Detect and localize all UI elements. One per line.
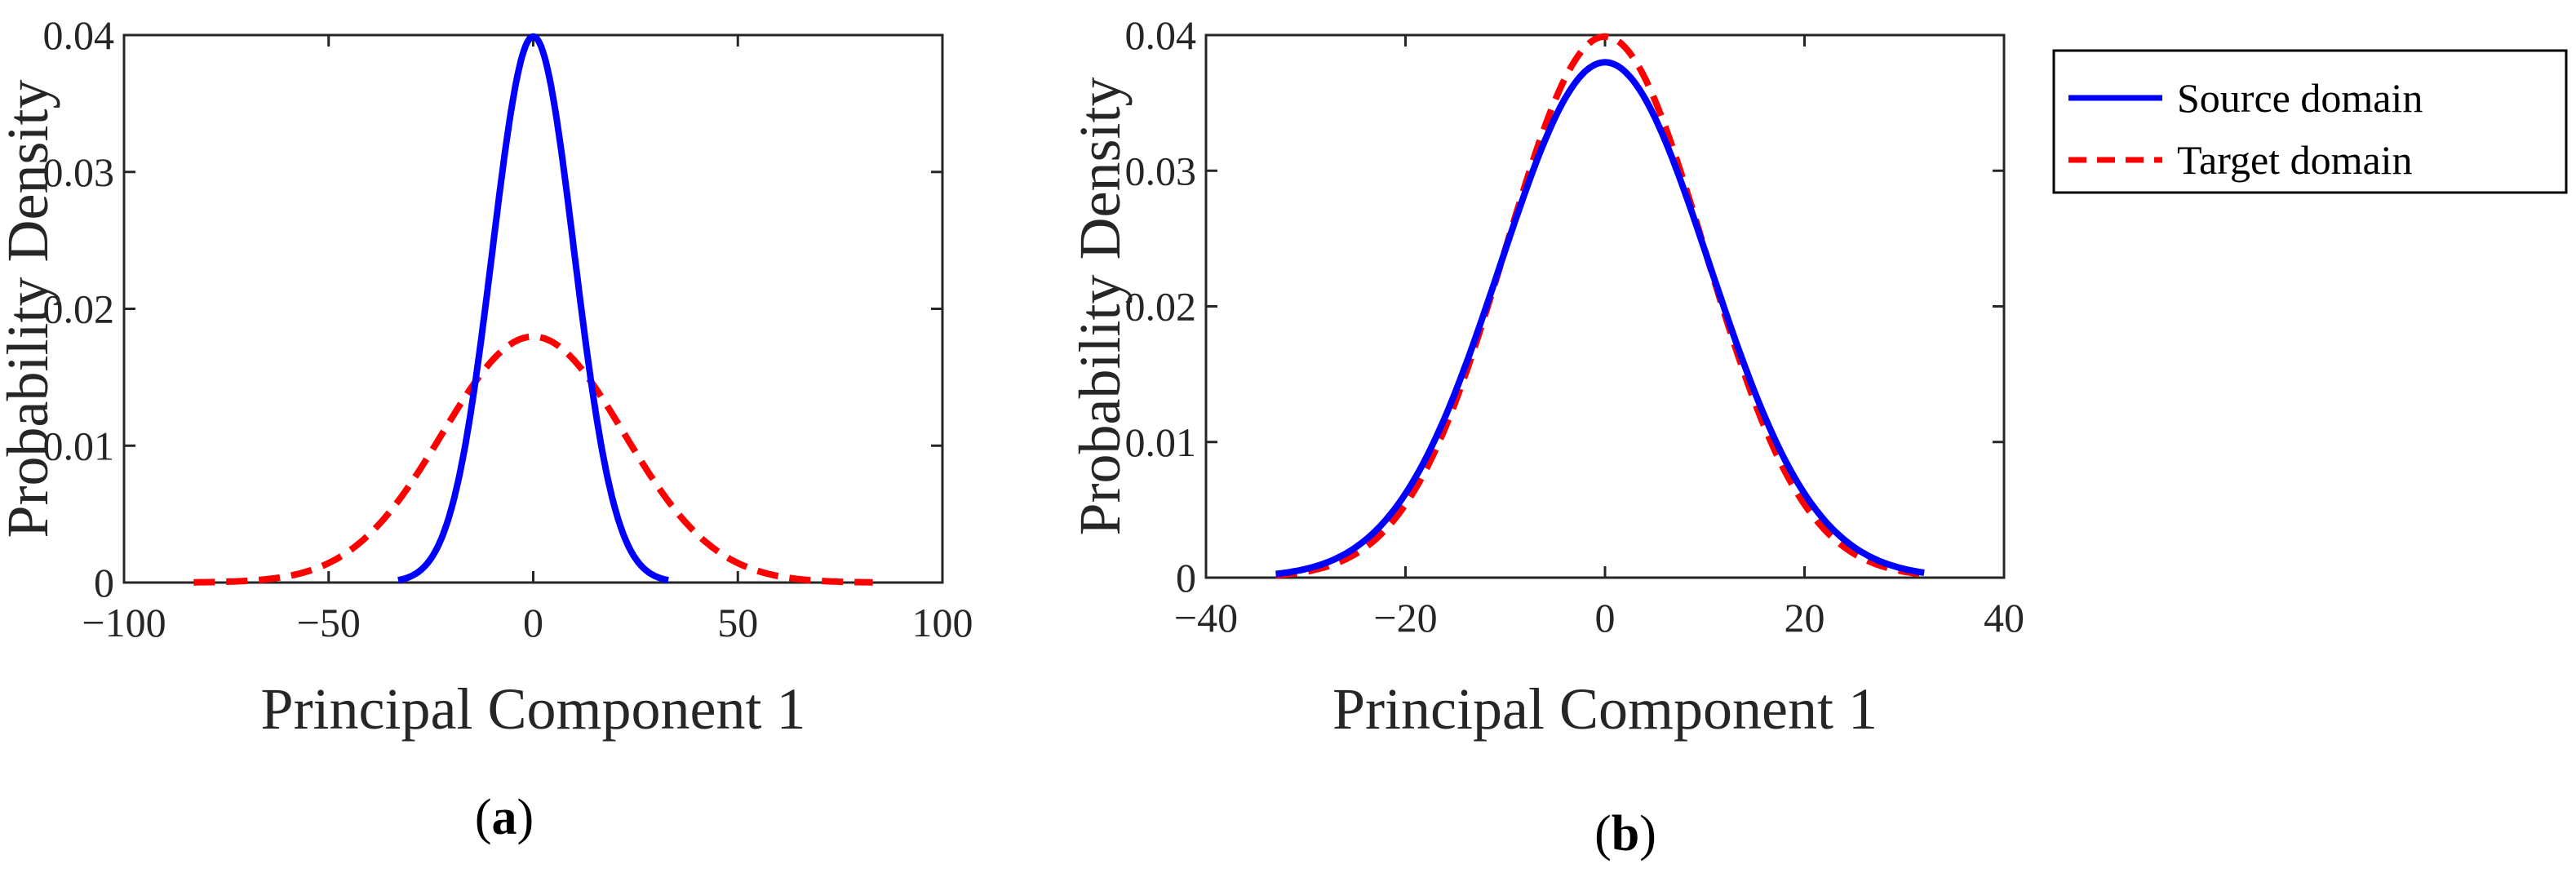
source-domain-curve xyxy=(1275,59,1925,578)
y-axis-label: Probability Density xyxy=(0,80,60,538)
legend-source-label: Source domain xyxy=(2177,75,2423,121)
x-tick-label: −100 xyxy=(82,600,166,645)
legend-box xyxy=(2052,49,2568,194)
y-tick-label: 0.03 xyxy=(43,149,115,195)
x-axis-label: Principal Component 1 xyxy=(261,676,806,742)
panel-label-a: (a) xyxy=(475,790,534,845)
x-tick-label: −40 xyxy=(1174,595,1238,640)
axes-frame xyxy=(122,33,944,584)
panel-b-open: ( xyxy=(1594,806,1612,862)
x-tick-label: 20 xyxy=(1785,595,1825,640)
x-tick-label: 0 xyxy=(523,600,543,645)
y-tick-label: 0.04 xyxy=(1125,12,1197,58)
y-tick-label: 0.04 xyxy=(43,12,115,58)
x-tick-label: 50 xyxy=(717,600,758,645)
panel-b-close: ) xyxy=(1639,806,1656,862)
y-tick-label: 0.03 xyxy=(1125,148,1197,193)
y-tick-label: 0.02 xyxy=(43,286,115,332)
axes-frame xyxy=(1204,33,2006,579)
target-domain-curve xyxy=(1275,33,1925,579)
source-domain-curve xyxy=(396,33,671,584)
y-tick-label: 0.01 xyxy=(1125,419,1197,465)
y-tick-label: 0.02 xyxy=(1125,284,1197,330)
x-axis-label: Principal Component 1 xyxy=(1332,676,1878,742)
panel-a-close: ) xyxy=(517,790,534,845)
y-axis-label: Probability Density xyxy=(1067,78,1133,536)
y-tick-label: 0 xyxy=(1176,555,1196,600)
x-tick-label: 100 xyxy=(912,600,973,645)
panel-label-b: (b) xyxy=(1594,806,1656,862)
y-tick-label: 0 xyxy=(94,560,114,605)
panel-a-open: ( xyxy=(475,790,492,845)
panel-a-letter: a xyxy=(492,790,517,845)
legend-target-label: Target domain xyxy=(2177,137,2413,183)
x-tick-label: −50 xyxy=(297,600,361,645)
panel-b-letter: b xyxy=(1612,806,1639,862)
plot-a: −100 −50 0 50 100 0 0.01 0.02 0.03 0.04 Principal … xyxy=(0,12,973,742)
y-tick-label: 0.01 xyxy=(43,423,115,468)
legend: Source domain Target domain xyxy=(2052,49,2568,194)
target-domain-curve xyxy=(193,333,874,586)
x-tick-label: 0 xyxy=(1595,595,1616,640)
x-tick-label: −20 xyxy=(1373,595,1437,640)
x-tick-label: 40 xyxy=(1984,595,2024,640)
plot-b: −40 −20 0 20 40 0 0.01 0.02 0.03 0.04 Principal Co… xyxy=(1067,12,2024,742)
